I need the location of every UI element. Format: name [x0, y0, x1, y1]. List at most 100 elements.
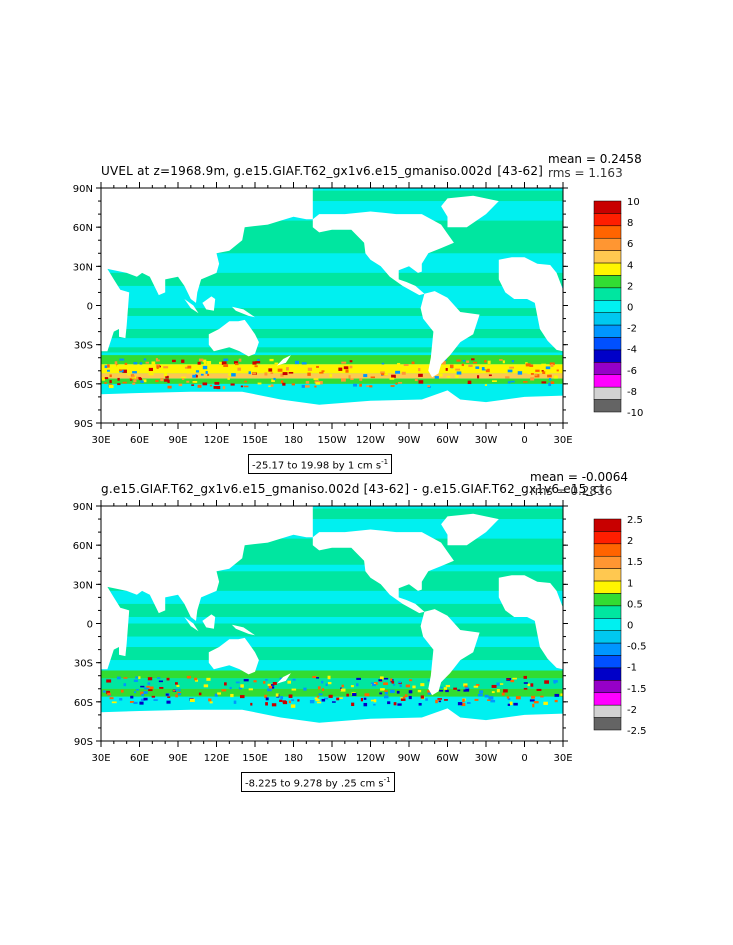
colorbar-swatch — [593, 386, 622, 400]
field-speckle — [200, 373, 204, 376]
field-speckle — [427, 679, 430, 682]
x-tick-label: 30W — [475, 435, 498, 446]
field-speckle — [461, 703, 466, 707]
field-speckle — [341, 361, 347, 364]
field-speckle — [163, 379, 169, 382]
colorbar-swatch — [593, 680, 622, 694]
field-speckle — [244, 380, 247, 383]
field-speckle — [379, 692, 383, 695]
field-speckle — [548, 382, 552, 387]
x-tick-label: 30E — [91, 435, 110, 446]
colorbar-swatch — [593, 593, 622, 607]
field-speckle — [534, 373, 538, 376]
field-speckle — [178, 688, 181, 692]
field-speckle — [189, 698, 195, 702]
field-speckle — [271, 703, 277, 707]
field-speckle — [127, 373, 131, 376]
field-speckle — [214, 381, 220, 385]
contour-range-box: -8.225 to 9.278 by .25 cm s-1 — [241, 772, 395, 793]
land-mass — [312, 211, 454, 296]
field-speckle — [117, 383, 121, 386]
field-speckle — [369, 385, 373, 388]
field-speckle — [517, 371, 523, 375]
field-speckle — [477, 693, 483, 697]
field-speckle — [471, 358, 475, 361]
field-speckle — [389, 377, 395, 380]
field-speckle — [523, 381, 528, 383]
field-speckle — [438, 699, 441, 702]
colorbar-label: 0 — [627, 303, 633, 314]
field-speckle — [269, 358, 274, 362]
field-speckle — [417, 689, 422, 693]
field-speckle — [280, 380, 284, 384]
field-speckle — [341, 684, 344, 688]
field-speckle — [223, 364, 229, 367]
field-speckle — [123, 683, 127, 687]
field-band — [101, 329, 563, 339]
field-speckle — [338, 367, 343, 371]
field-speckle — [175, 688, 178, 692]
field-speckle — [248, 371, 251, 375]
field-speckle — [455, 374, 459, 378]
field-speckle — [523, 687, 528, 690]
x-tick-label: 180 — [284, 435, 303, 446]
field-speckle — [332, 701, 336, 703]
field-speckle — [253, 680, 257, 683]
field-speckle — [243, 679, 249, 682]
field-speckle — [484, 694, 489, 698]
land-mass — [184, 617, 199, 632]
field-speckle — [122, 381, 127, 384]
field-speckle — [227, 377, 230, 380]
field-speckle — [457, 689, 461, 692]
colorbar-swatch — [593, 655, 622, 669]
field-speckle — [402, 696, 406, 699]
field-speckle — [507, 369, 513, 373]
field-speckle — [384, 691, 388, 695]
field-speckle — [418, 368, 421, 372]
field-speckle — [133, 691, 137, 694]
field-speckle — [466, 360, 470, 363]
field-speckle — [252, 372, 256, 375]
field-speckle — [399, 684, 402, 688]
colorbar-label: -8 — [627, 387, 637, 398]
field-speckle — [207, 373, 210, 376]
x-tick-label: 150W — [318, 435, 347, 446]
colorbar-swatch — [593, 225, 622, 239]
field-speckle — [390, 689, 395, 694]
field-speckle — [205, 371, 208, 374]
field-speckle — [157, 367, 163, 371]
field-speckle — [109, 697, 114, 700]
field-speckle — [178, 383, 183, 387]
field-speckle — [235, 681, 240, 684]
field-speckle — [195, 370, 200, 373]
field-speckle — [230, 693, 234, 698]
field-speckle — [441, 361, 446, 365]
field-speckle — [231, 373, 236, 377]
field-speckle — [156, 365, 159, 369]
chart-panel-bottom: g.e15.GIAF.T62_gx1v6.e15_gmaniso.002d [4… — [0, 468, 733, 793]
colorbar-swatch — [593, 580, 622, 594]
x-tick-label: 0 — [521, 753, 527, 764]
field-speckle — [130, 695, 134, 699]
field-speckle — [445, 684, 451, 688]
field-speckle — [202, 365, 208, 370]
field-speckle — [316, 677, 320, 679]
field-speckle — [395, 370, 401, 374]
field-speckle — [462, 698, 465, 703]
colorbar-swatch — [593, 555, 622, 569]
colorbar-label: 2 — [627, 536, 633, 547]
field-speckle — [104, 365, 108, 369]
y-tick-label: 0 — [87, 620, 93, 631]
field-speckle — [181, 359, 185, 363]
field-speckle — [400, 698, 406, 701]
x-tick-label: 180 — [284, 753, 303, 764]
field-speckle — [390, 678, 393, 682]
field-speckle — [363, 702, 368, 707]
field-speckle — [223, 358, 229, 361]
field-speckle — [167, 379, 170, 383]
field-speckle — [491, 691, 495, 694]
field-speckle — [507, 698, 511, 701]
field-speckle — [139, 701, 144, 705]
colorbar-swatch — [593, 605, 622, 619]
field-speckle — [439, 689, 444, 692]
